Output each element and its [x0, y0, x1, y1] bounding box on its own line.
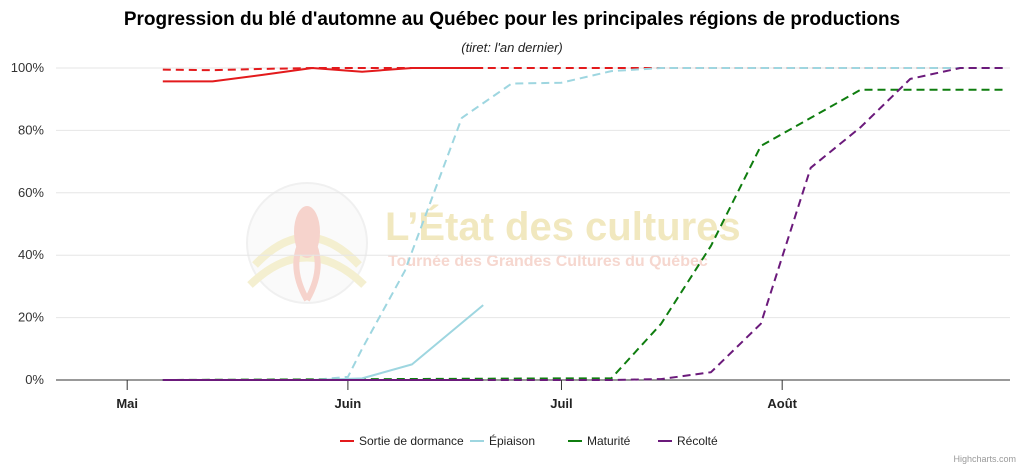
series-line-epiaison[interactable]: [162, 304, 484, 381]
legend-label: Récolté: [677, 434, 718, 448]
y-tick-label: 0%: [25, 372, 44, 387]
chart-subtitle: (tiret: l'an dernier): [461, 40, 562, 55]
credits-link[interactable]: Highcharts.com: [953, 454, 1016, 464]
corn-logo-icon: [246, 182, 368, 304]
legend-item-maturite[interactable]: Maturité: [568, 434, 631, 448]
x-tick-label: Mai: [116, 396, 138, 411]
y-axis-labels: 0% 20% 40% 60% 80% 100%: [11, 60, 45, 387]
x-axis: Mai Juin Juil Août: [56, 379, 1010, 411]
legend-item-recolte[interactable]: Récolté: [658, 434, 718, 448]
series-line-maturite_prev[interactable]: [162, 88, 1003, 381]
series-line-epiaison_prev[interactable]: [162, 67, 1003, 381]
y-tick-label: 80%: [18, 122, 44, 137]
y-tick-label: 60%: [18, 185, 44, 200]
legend: Sortie de dormance Épiaison Maturité Récolt…: [340, 433, 718, 448]
series-line-recolte_prev[interactable]: [162, 67, 1003, 381]
chart-title: Progression du blé d'automne au Québec p…: [124, 9, 900, 30]
series-line-sortie[interactable]: [162, 67, 484, 83]
legend-item-epiaison[interactable]: Épiaison: [470, 433, 535, 448]
y-tick-label: 40%: [18, 247, 44, 262]
legend-label: Épiaison: [489, 433, 535, 448]
watermark-title: L’État des cultures: [385, 204, 741, 249]
watermark-subtitle: Tournée des Grandes Cultures du Québec: [388, 253, 708, 270]
y-gridlines: [56, 67, 1010, 319]
series-lines: [162, 67, 1003, 381]
watermark: L’État des cultures Tournée des Grandes …: [246, 182, 741, 304]
legend-label: Sortie de dormance: [359, 434, 464, 448]
x-tick-label: Juin: [335, 396, 362, 411]
legend-item-sortie[interactable]: Sortie de dormance: [340, 434, 464, 448]
x-tick-label: Juil: [550, 396, 572, 411]
y-tick-label: 20%: [18, 310, 44, 325]
x-tick-label: Août: [767, 396, 797, 411]
legend-label: Maturité: [587, 434, 631, 448]
y-tick-label: 100%: [11, 60, 45, 75]
